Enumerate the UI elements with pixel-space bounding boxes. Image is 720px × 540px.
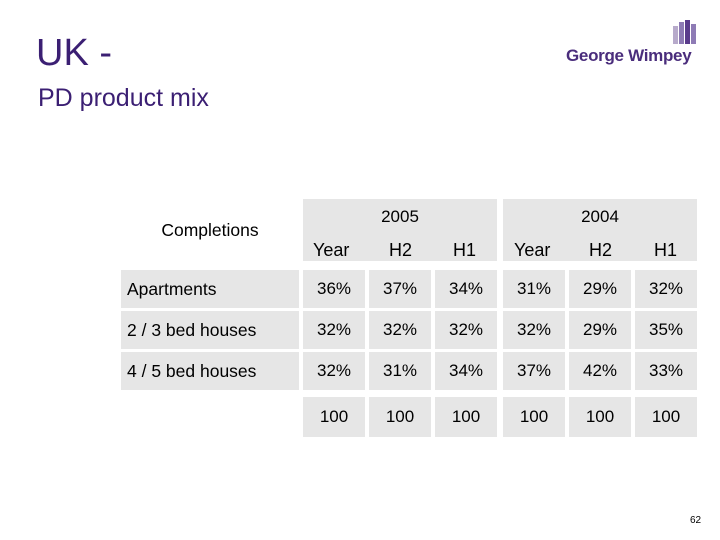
- company-logo: George Wimpey: [566, 20, 696, 70]
- completions-header-label: Completions: [161, 219, 259, 240]
- table-cell: 37%: [503, 352, 565, 390]
- table-cell: 34%: [435, 352, 497, 390]
- column-header: Year: [514, 240, 551, 260]
- group-header-2004-label: 2004: [581, 207, 619, 226]
- page-subtitle: PD product mix: [38, 84, 209, 112]
- column-header: Year: [313, 240, 350, 260]
- table-row-label: Apartments: [121, 270, 299, 308]
- table-row-label: 2 / 3 bed houses: [121, 311, 299, 349]
- group-header-2005: 2005: [303, 199, 497, 261]
- table-cell: 35%: [635, 311, 697, 349]
- total-cell: 100: [435, 397, 497, 437]
- total-cell: 100: [569, 397, 631, 437]
- page-title: UK -: [36, 32, 112, 74]
- table-cell: 37%: [369, 270, 431, 308]
- total-cell: 100: [635, 397, 697, 437]
- table-cell: 36%: [303, 270, 365, 308]
- group-header-2005-label: 2005: [381, 207, 419, 226]
- total-cell: 100: [503, 397, 565, 437]
- table-cell: 32%: [635, 270, 697, 308]
- table-cell: 34%: [435, 270, 497, 308]
- table-cell: 32%: [303, 352, 365, 390]
- total-cell: 100: [369, 397, 431, 437]
- table-cell: 32%: [303, 311, 365, 349]
- table-cell: 31%: [369, 352, 431, 390]
- column-header: H1: [654, 240, 678, 260]
- completions-header-cell: Completions: [121, 199, 299, 261]
- column-header: H2: [389, 240, 413, 260]
- table-row-label: 4 / 5 bed houses: [121, 352, 299, 390]
- table-cell: 29%: [569, 270, 631, 308]
- total-cell: 100: [303, 397, 365, 437]
- table-cell: 29%: [569, 311, 631, 349]
- company-logo-bars-icon: [673, 20, 696, 44]
- column-header: H1: [453, 240, 477, 260]
- page-number: 62: [690, 515, 702, 526]
- table-cell: 31%: [503, 270, 565, 308]
- table-cell: 33%: [635, 352, 697, 390]
- column-header: H2: [589, 240, 613, 260]
- company-logo-text: George Wimpey: [566, 46, 692, 65]
- group-header-2004: 2004: [503, 199, 697, 261]
- table-cell: 32%: [503, 311, 565, 349]
- table-cell: 32%: [435, 311, 497, 349]
- table-cell: 42%: [569, 352, 631, 390]
- table-cell: 32%: [369, 311, 431, 349]
